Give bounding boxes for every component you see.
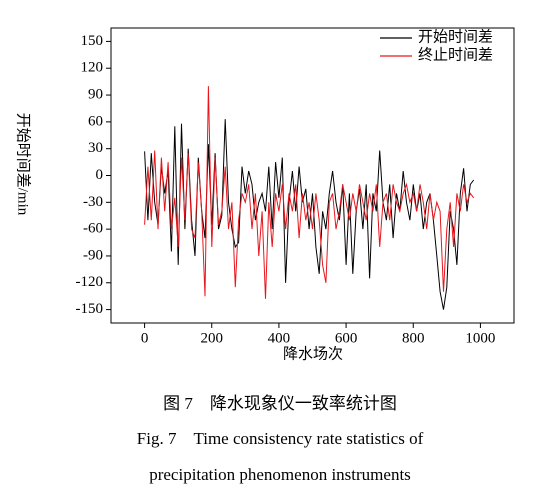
x-axis-label: 降水场次 [283,345,343,362]
caption-en: precipitation phenomenon instruments [149,465,411,484]
y-tick-label: 30 [88,140,103,156]
legend-label: 开始时间差 [418,28,493,45]
x-tick-label: 200 [201,330,224,346]
x-tick-label: 0 [141,330,149,346]
x-tick-label: 800 [402,330,425,346]
y-tick-label: 120 [81,60,104,76]
y-tick-label: -60 [83,221,103,237]
y-tick-label: -150 [76,301,104,317]
x-tick-label: 400 [268,330,291,346]
y-tick-label: 0 [96,167,104,183]
y-tick-label: -90 [83,247,103,263]
x-tick-label: 1000 [465,330,495,346]
series-line [144,86,475,299]
y-tick-label: -30 [83,194,103,210]
caption-cn: 图 7 降水现象仪一致率统计图 [163,394,397,413]
y-tick-label: 150 [81,33,104,49]
plot-frame [110,27,515,324]
caption-en: Fig. 7 Time consistency rate statistics … [137,429,424,448]
y-tick-label: -120 [76,274,104,290]
y-tick-label: 90 [88,86,103,102]
x-tick-label: 600 [335,330,358,346]
y-axis-label: 开始时间差/min [15,113,32,216]
y-tick-label: 60 [88,113,103,129]
legend-label: 终止时间差 [418,46,493,63]
